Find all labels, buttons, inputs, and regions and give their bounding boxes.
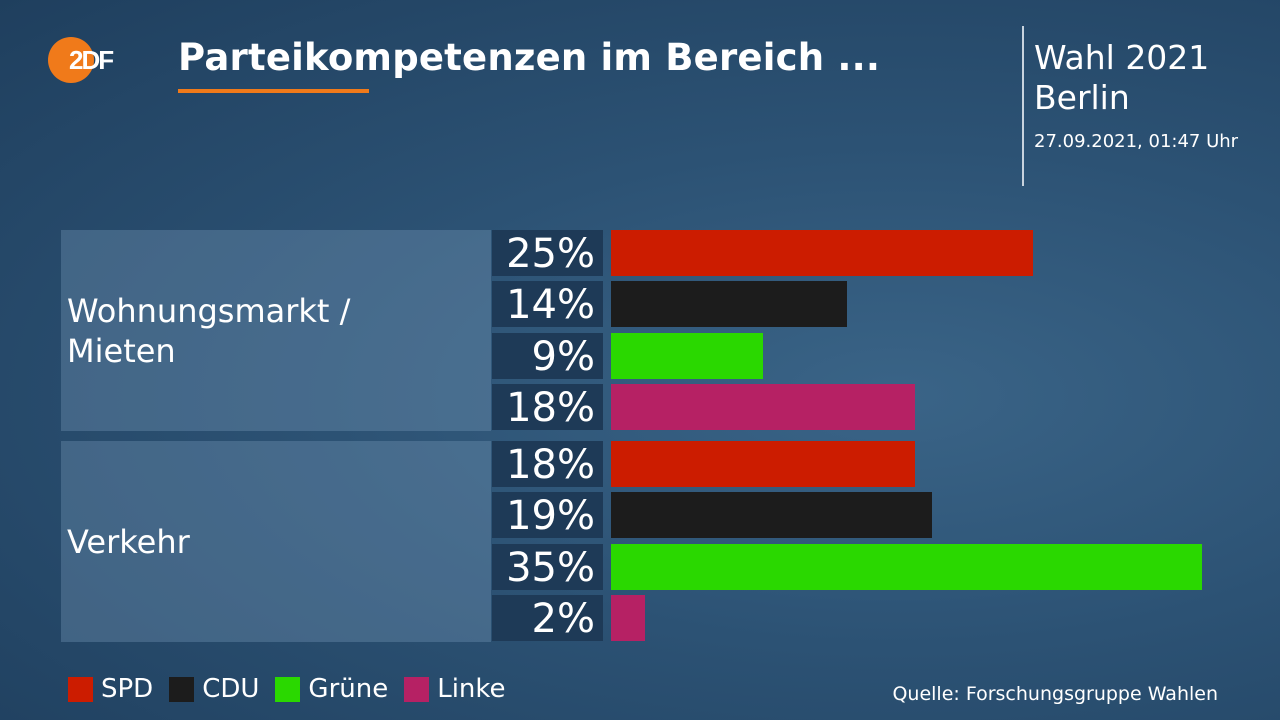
source-note: Quelle: Forschungsgruppe Wahlen	[892, 683, 1218, 705]
legend-label: SPD	[101, 674, 154, 704]
category-panel: Wohnungsmarkt / Mieten	[61, 230, 491, 431]
legend: SPD CDU Grüne Linke	[68, 674, 522, 704]
data-label: 14%	[492, 281, 603, 328]
bar-linke	[611, 384, 915, 430]
bar-spd	[611, 441, 915, 487]
bar-linke	[611, 595, 645, 641]
legend-swatch	[404, 676, 430, 702]
legend-label: CDU	[202, 674, 260, 704]
bar-grüne	[611, 544, 1202, 590]
legend-swatch	[275, 676, 301, 702]
legend-item: Grüne	[275, 674, 388, 704]
data-label: 25%	[492, 230, 603, 277]
legend-item: Linke	[404, 674, 506, 704]
legend-label: Linke	[437, 674, 506, 704]
data-label: 18%	[492, 384, 603, 431]
data-label: 35%	[492, 544, 603, 591]
data-label: 9%	[492, 333, 603, 380]
legend-item: SPD	[68, 674, 153, 704]
bar-cdu	[611, 281, 847, 327]
category-label: Verkehr	[67, 522, 190, 561]
logo-text: 2DF	[69, 45, 113, 75]
category-panel: Verkehr	[61, 441, 491, 642]
legend-swatch	[169, 676, 195, 702]
legend-label: Grüne	[308, 674, 389, 704]
election-name: Wahl 2021	[1034, 38, 1210, 77]
election-info: Wahl 2021 Berlin	[1034, 38, 1209, 118]
election-region: Berlin	[1034, 78, 1130, 117]
zdf-logo: 2DF	[48, 37, 115, 83]
timestamp: 27.09.2021, 01:47 Uhr	[1034, 131, 1239, 152]
title-underline	[178, 89, 369, 93]
page-title: Parteikompetenzen im Bereich ...	[178, 36, 881, 79]
bar-cdu	[611, 492, 932, 538]
legend-swatch	[68, 676, 93, 702]
data-label: 19%	[492, 492, 603, 539]
legend-item: CDU	[169, 674, 259, 704]
data-label: 18%	[492, 441, 603, 488]
bar-grüne	[611, 333, 763, 379]
data-label: 2%	[492, 595, 603, 642]
category-label: Wohnungsmarkt / Mieten	[67, 291, 351, 370]
bar-spd	[611, 230, 1033, 276]
header-divider	[1022, 26, 1024, 186]
